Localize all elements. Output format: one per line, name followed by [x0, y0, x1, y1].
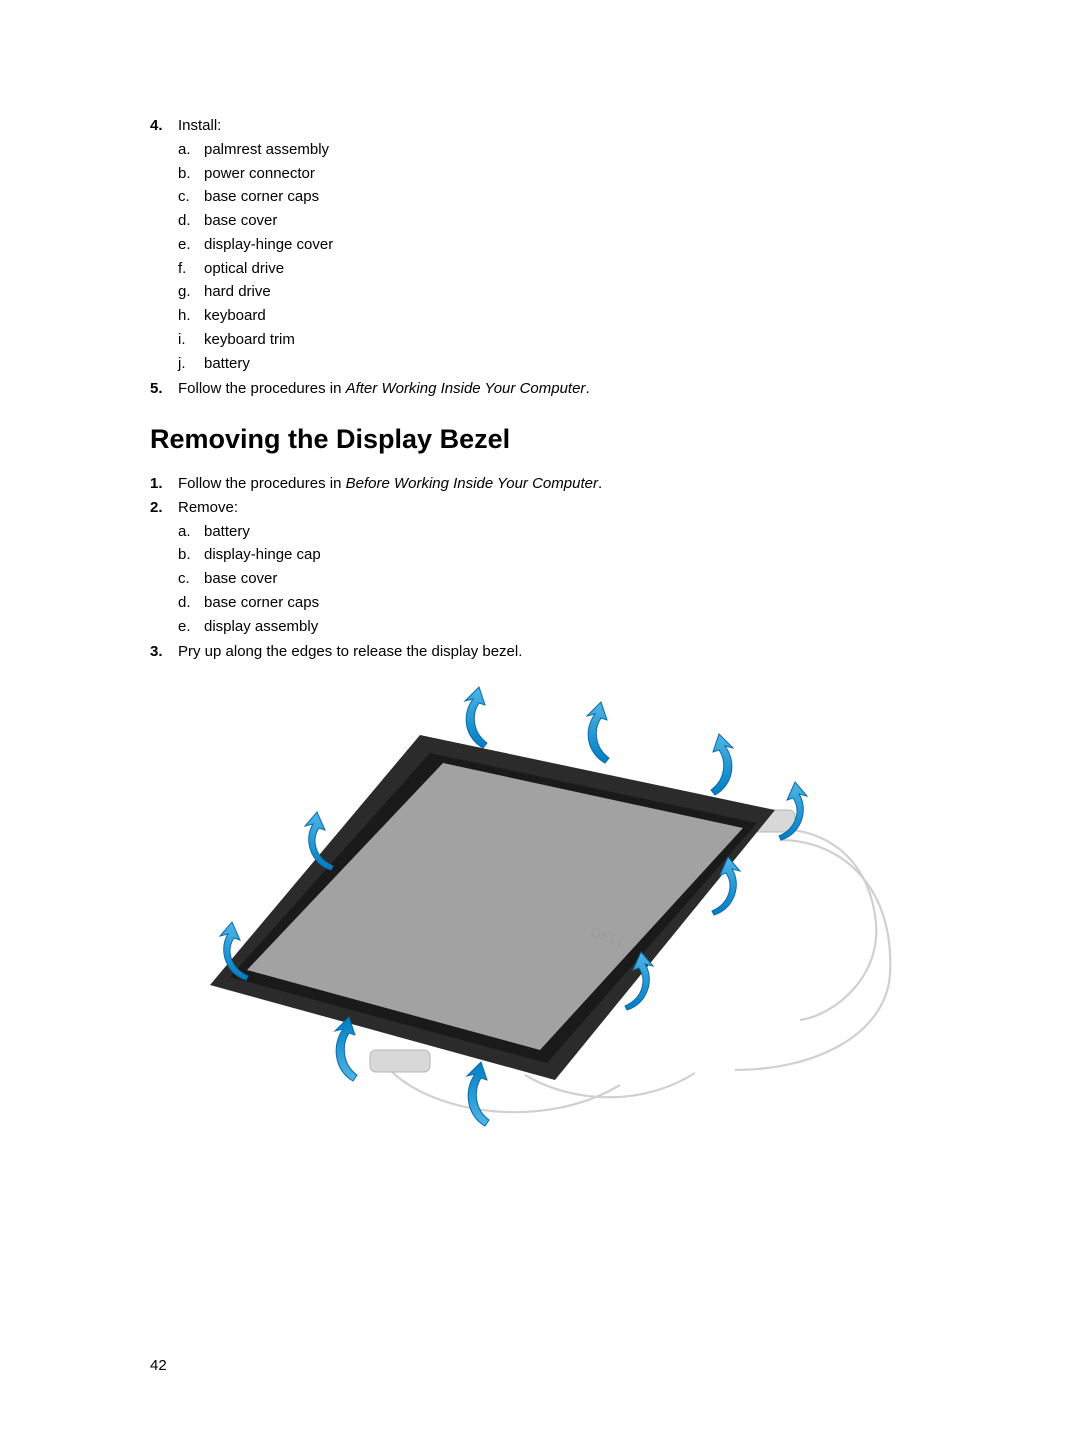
step-4: 4. Install: a.palmrest assemblyb.power c… [150, 115, 930, 376]
letter-marker: c. [178, 568, 204, 590]
display-bezel [210, 735, 775, 1080]
step-text-prefix: Follow the procedures in [178, 380, 346, 397]
step-number: 1. [150, 473, 178, 495]
step-number: 4. [150, 115, 178, 376]
list-item: e.display assembly [178, 616, 930, 638]
step-text-italic: Before Working Inside Your Computer [346, 475, 598, 492]
list-item: c.base corner caps [178, 186, 930, 208]
list-item-text: base cover [204, 210, 277, 232]
list-item-text: base corner caps [204, 186, 319, 208]
page-content: 4. Install: a.palmrest assemblyb.power c… [0, 0, 1080, 1135]
list-item: h.keyboard [178, 305, 930, 327]
letter-marker: b. [178, 544, 204, 566]
list-item: a.battery [178, 521, 930, 543]
letter-marker: d. [178, 592, 204, 614]
step-5: 5. Follow the procedures in After Workin… [150, 378, 930, 400]
list-item-text: base cover [204, 568, 277, 590]
list-item: c.base cover [178, 568, 930, 590]
list-item-text: base corner caps [204, 592, 319, 614]
step-text: Pry up along the edges to release the di… [178, 643, 522, 660]
list-item-text: display assembly [204, 616, 318, 638]
list-item-text: optical drive [204, 258, 284, 280]
step-number: 2. [150, 497, 178, 640]
step-label: Remove: [178, 499, 238, 516]
install-sublist: a.palmrest assemblyb.power connectorc.ba… [178, 139, 930, 375]
letter-marker: a. [178, 139, 204, 161]
remove-steps: 1. Follow the procedures in Before Worki… [150, 473, 930, 663]
list-item-text: display-hinge cap [204, 544, 321, 566]
list-item: i.keyboard trim [178, 329, 930, 351]
list-item-text: display-hinge cover [204, 234, 333, 256]
list-item: a.palmrest assembly [178, 139, 930, 161]
list-item-text: battery [204, 353, 250, 375]
letter-marker: h. [178, 305, 204, 327]
list-item: j.battery [178, 353, 930, 375]
list-item: b.power connector [178, 163, 930, 185]
list-item-text: keyboard [204, 305, 266, 327]
diagram-container: DELL [150, 675, 930, 1135]
letter-marker: a. [178, 521, 204, 543]
remove-step-3: 3. Pry up along the edges to release the… [150, 641, 930, 663]
list-item-text: battery [204, 521, 250, 543]
letter-marker: d. [178, 210, 204, 232]
list-item: f.optical drive [178, 258, 930, 280]
letter-marker: c. [178, 186, 204, 208]
step-number: 5. [150, 378, 178, 400]
step-label: Install: [178, 117, 221, 134]
step-text-italic: After Working Inside Your Computer [346, 380, 586, 397]
section-heading: Removing the Display Bezel [150, 424, 930, 455]
letter-marker: f. [178, 258, 204, 280]
list-item: d.base corner caps [178, 592, 930, 614]
step-text-prefix: Follow the procedures in [178, 475, 346, 492]
letter-marker: g. [178, 281, 204, 303]
step-text-suffix: . [598, 475, 602, 492]
letter-marker: i. [178, 329, 204, 351]
list-item-text: palmrest assembly [204, 139, 329, 161]
list-item-text: power connector [204, 163, 315, 185]
page-number: 42 [150, 1357, 167, 1374]
step-number: 3. [150, 641, 178, 663]
list-item: b.display-hinge cap [178, 544, 930, 566]
letter-marker: e. [178, 616, 204, 638]
list-item-text: hard drive [204, 281, 271, 303]
remove-step-1: 1. Follow the procedures in Before Worki… [150, 473, 930, 495]
remove-sublist: a.batteryb.display-hinge capc.base cover… [178, 521, 930, 638]
step-text-suffix: . [585, 380, 589, 397]
letter-marker: e. [178, 234, 204, 256]
letter-marker: b. [178, 163, 204, 185]
letter-marker: j. [178, 353, 204, 375]
list-item: g.hard drive [178, 281, 930, 303]
list-item-text: keyboard trim [204, 329, 295, 351]
remove-step-2: 2. Remove: a.batteryb.display-hinge capc… [150, 497, 930, 640]
install-steps: 4. Install: a.palmrest assemblyb.power c… [150, 115, 930, 400]
display-bezel-diagram: DELL [175, 675, 905, 1135]
list-item: d.base cover [178, 210, 930, 232]
list-item: e.display-hinge cover [178, 234, 930, 256]
